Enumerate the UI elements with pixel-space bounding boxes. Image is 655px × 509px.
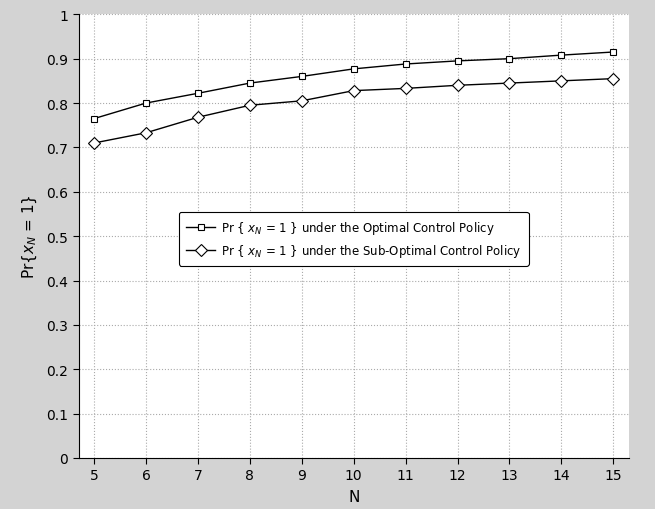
X-axis label: N: N: [348, 489, 360, 504]
Pr { $x_N$ = 1 } under the Optimal Control Policy: [557, 53, 565, 59]
Pr { $x_N$ = 1 } under the Sub-Optimal Control Policy: [246, 103, 254, 109]
Pr { $x_N$ = 1 } under the Optimal Control Policy: [142, 101, 150, 107]
Pr { $x_N$ = 1 } under the Sub-Optimal Control Policy: [402, 86, 409, 92]
Pr { $x_N$ = 1 } under the Optimal Control Policy: [194, 91, 202, 97]
Pr { $x_N$ = 1 } under the Sub-Optimal Control Policy: [142, 130, 150, 136]
Pr { $x_N$ = 1 } under the Optimal Control Policy: [350, 67, 358, 73]
Line: Pr { $x_N$ = 1 } under the Sub-Optimal Control Policy: Pr { $x_N$ = 1 } under the Sub-Optimal C…: [90, 75, 618, 148]
Pr { $x_N$ = 1 } under the Sub-Optimal Control Policy: [90, 140, 98, 147]
Pr { $x_N$ = 1 } under the Optimal Control Policy: [90, 116, 98, 122]
Pr { $x_N$ = 1 } under the Optimal Control Policy: [402, 62, 409, 68]
Pr { $x_N$ = 1 } under the Optimal Control Policy: [609, 50, 617, 56]
Pr { $x_N$ = 1 } under the Optimal Control Policy: [246, 81, 254, 87]
Pr { $x_N$ = 1 } under the Optimal Control Policy: [453, 59, 461, 65]
Line: Pr { $x_N$ = 1 } under the Optimal Control Policy: Pr { $x_N$ = 1 } under the Optimal Contr…: [90, 49, 617, 123]
Pr { $x_N$ = 1 } under the Sub-Optimal Control Policy: [298, 99, 306, 105]
Y-axis label: Pr{$x_N$ = 1}: Pr{$x_N$ = 1}: [21, 194, 39, 279]
Pr { $x_N$ = 1 } under the Sub-Optimal Control Policy: [557, 78, 565, 84]
Pr { $x_N$ = 1 } under the Sub-Optimal Control Policy: [194, 115, 202, 121]
Pr { $x_N$ = 1 } under the Sub-Optimal Control Policy: [453, 83, 461, 89]
Pr { $x_N$ = 1 } under the Sub-Optimal Control Policy: [350, 89, 358, 95]
Legend: Pr { $x_N$ = 1 } under the Optimal Control Policy, Pr { $x_N$ = 1 } under the Su: Pr { $x_N$ = 1 } under the Optimal Contr…: [179, 212, 529, 266]
Pr { $x_N$ = 1 } under the Sub-Optimal Control Policy: [506, 81, 514, 87]
Pr { $x_N$ = 1 } under the Optimal Control Policy: [298, 74, 306, 80]
Pr { $x_N$ = 1 } under the Optimal Control Policy: [506, 56, 514, 63]
Pr { $x_N$ = 1 } under the Sub-Optimal Control Policy: [609, 76, 617, 82]
